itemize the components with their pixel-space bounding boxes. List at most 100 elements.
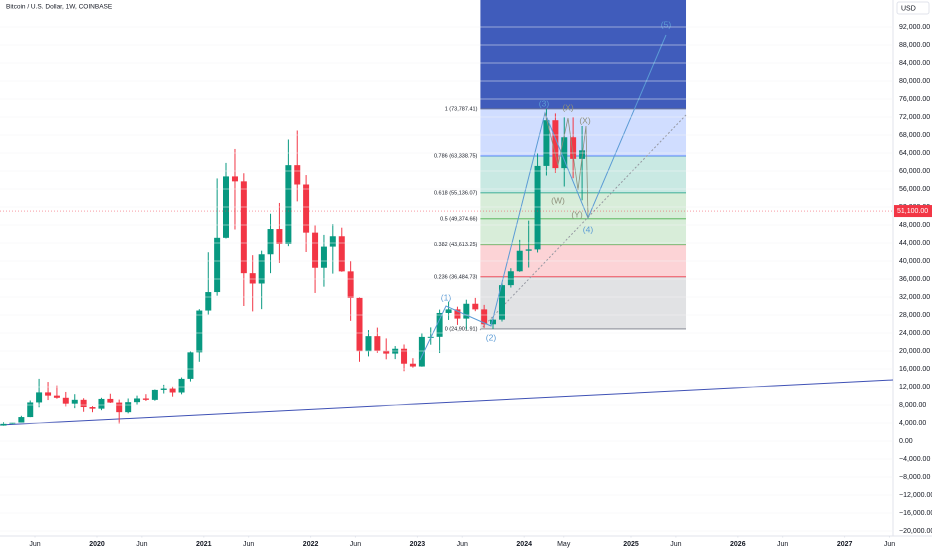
wave-label: (2) [486, 332, 497, 342]
candle-body [481, 309, 488, 325]
candle-body [436, 312, 443, 337]
candle-body [525, 249, 532, 251]
candle-body [205, 292, 212, 311]
candle-body [196, 310, 203, 353]
candle-body [312, 232, 319, 268]
y-tick-label: 36,000.00 [899, 276, 930, 283]
candle-body [169, 388, 176, 393]
candle-body [445, 309, 452, 313]
candle-body [267, 229, 274, 255]
candle-body [347, 271, 354, 298]
y-tick-label: 92,000.00 [899, 24, 930, 31]
y-tick-label: 88,000.00 [899, 42, 930, 49]
x-tick-label: Jun [350, 541, 361, 548]
y-tick-label: 60,000.00 [899, 168, 930, 175]
wxy-line [544, 112, 589, 219]
candle-body [187, 352, 194, 379]
y-tick-label: 44,000.00 [899, 240, 930, 247]
candle-body [401, 348, 408, 364]
x-tick-label: May [557, 541, 571, 548]
candle-body [53, 395, 60, 398]
y-tick-label: 84,000.00 [899, 60, 930, 67]
candle-body [160, 388, 167, 390]
fib-label: 1 (73,787.41) [445, 106, 478, 112]
candle-body [249, 273, 256, 284]
y-tick-label: 56,000.00 [899, 186, 930, 193]
wave-label: (X) [579, 115, 591, 125]
y-tick-label: 8,000.00 [899, 402, 926, 409]
x-tick-label: Jun [243, 541, 254, 548]
wave-label: (3) [539, 98, 550, 108]
candle-body [71, 399, 78, 404]
fib-band [480, 155, 687, 193]
candle-body [561, 137, 568, 169]
chart-title: Bitcoin / U.S. Dollar, 1W, COINBASE [6, 4, 113, 11]
x-tick-label: 2024 [516, 541, 532, 548]
candle-body [0, 423, 7, 426]
candle-body [258, 254, 265, 284]
wave-label: (X) [562, 102, 574, 112]
x-tick-label: 2020 [89, 541, 105, 548]
currency: USD [901, 5, 916, 12]
candle-body [98, 398, 105, 409]
y-tick-label: 48,000.00 [899, 222, 930, 229]
candle-body [534, 165, 541, 250]
candle-body [454, 309, 461, 319]
fib-top-band [480, 0, 687, 109]
x-tick-label: Jun [136, 541, 147, 548]
fib-label: 0.618 (55,136.07) [434, 190, 478, 196]
candle-body [27, 402, 34, 418]
y-tick-label: 4,000.00 [899, 420, 926, 427]
candle-body [80, 399, 87, 408]
y-tick-label: 28,000.00 [899, 312, 930, 319]
candle-body [36, 392, 43, 403]
wave-label: (W) [551, 195, 565, 205]
y-tick-label: −4,000.00 [899, 456, 930, 463]
candle-body [472, 303, 479, 310]
fib-label: 0.5 (49,374.66) [440, 216, 477, 222]
candle-body [285, 165, 292, 244]
x-tick-label: 2022 [303, 541, 319, 548]
x-tick-label: 2026 [730, 541, 746, 548]
candle-body [374, 336, 381, 351]
currency-box[interactable] [896, 1, 930, 15]
last-price-box [894, 205, 932, 218]
trend-line [0, 379, 894, 426]
y-tick-label: 64,000.00 [899, 150, 930, 157]
candle-body [116, 402, 123, 413]
x-tick-label: 2025 [623, 541, 639, 548]
candle-body [338, 236, 345, 272]
candle-body [231, 176, 238, 182]
fib-label: 0.382 (43,613.25) [434, 242, 478, 248]
candle-body [89, 407, 96, 409]
y-tick-label: 76,000.00 [899, 96, 930, 103]
dotted-line [479, 114, 687, 331]
y-tick-label: 16,000.00 [899, 366, 930, 373]
x-tick-label: 2023 [410, 541, 426, 548]
candle-body [62, 397, 69, 404]
x-tick-label: Jun [457, 541, 468, 548]
candle-body [552, 120, 559, 169]
y-tick-label: 40,000.00 [899, 258, 930, 265]
x-tick-label: 2021 [196, 541, 212, 548]
wave-label: (Y) [571, 209, 583, 219]
candle-body [214, 237, 221, 293]
candle-body [329, 236, 336, 247]
y-tick-label: −8,000.00 [899, 474, 930, 481]
x-tick-label: Jun [670, 541, 681, 548]
candle-body [490, 319, 497, 325]
candle-body [134, 398, 141, 403]
candle-body [240, 181, 247, 274]
candle-body [142, 398, 149, 400]
y-tick-label: 0.00 [899, 438, 913, 445]
candle-body [276, 229, 283, 244]
y-tick-label: 20,000.00 [899, 348, 930, 355]
y-tick-label: 12,000.00 [899, 384, 930, 391]
candle-body [507, 271, 514, 286]
candle-body [356, 297, 363, 352]
x-tick-label: Jun [29, 541, 40, 548]
candle-body [18, 417, 25, 423]
last-price-label: 51,100.00 [897, 208, 928, 215]
